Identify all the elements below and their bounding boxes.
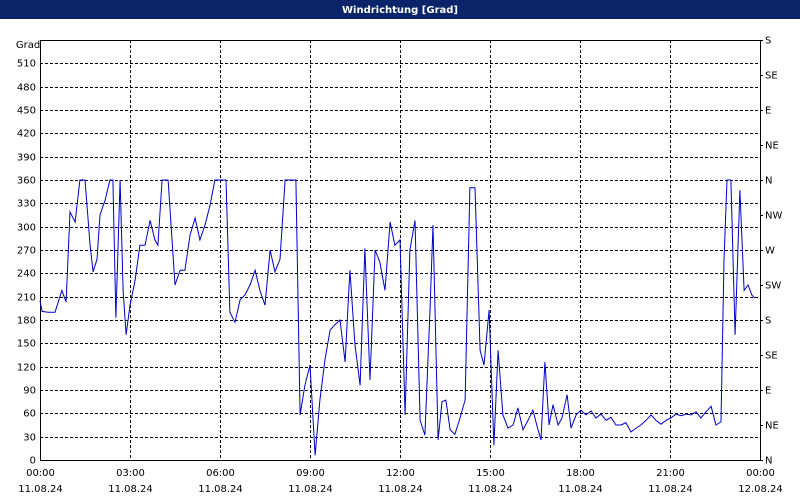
y2-tick-label: SE [765,351,778,362]
x-tick-label: 00:00 [746,468,775,479]
y-axis-title: Grad [16,40,40,51]
x-tick-label: 06:00 [206,468,235,479]
x-tick-date: 11.08.24 [198,484,243,495]
y-tick-label: 360 [17,176,36,187]
plot-border [40,40,761,461]
y-tick-label: 480 [17,83,36,94]
y-tick-label: 120 [17,363,36,374]
x-tick-date: 12.08.24 [738,484,783,495]
x-tick-date: 11.08.24 [288,484,333,495]
chart-title: Windrichtung [Grad] [342,5,458,16]
x-tick-date: 11.08.24 [378,484,423,495]
y2-tick-label: NW [765,211,782,222]
y2-tick-label: W [765,246,775,257]
y2-tick-label: SW [765,281,781,292]
y-tick-label: 180 [17,316,36,327]
y-tick-label: 90 [23,386,36,397]
y-tick-label: 270 [17,246,36,257]
y-tick-label: 300 [17,223,36,234]
x-tick-label: 03:00 [116,468,145,479]
y-tick-label: 330 [17,199,36,210]
x-tick-date: 11.08.24 [108,484,153,495]
y2-tick-label: S [765,36,771,47]
y-tick-label: 390 [17,153,36,164]
y2-tick-label: SE [765,71,778,82]
y-tick-label: 420 [17,129,36,140]
x-tick-date: 11.08.24 [648,484,693,495]
y2-tick-label: NE [765,141,779,152]
y-tick-label: 450 [17,106,36,117]
y-tick-label: 30 [23,433,36,444]
data-line [39,179,756,456]
x-tick-label: 21:00 [656,468,685,479]
y-tick-label: 240 [17,269,36,280]
x-tick-label: 00:00 [26,468,55,479]
y-tick-label: 0 [30,456,36,467]
y-tick-label: 510 [17,59,36,70]
y-tick-label: 150 [17,339,36,350]
title-bar [0,0,800,19]
y2-tick-label: N [765,456,772,467]
x-tick-label: 09:00 [296,468,325,479]
x-tick-label: 12:00 [386,468,415,479]
y2-tick-label: N [765,176,772,187]
y2-tick-label: NE [765,421,779,432]
x-tick-label: 15:00 [476,468,505,479]
y-tick-label: 210 [17,293,36,304]
y2-tick-label: S [765,316,771,327]
x-tick-label: 18:00 [566,468,595,479]
x-tick-date: 11.08.24 [468,484,513,495]
y-tick-label: 60 [23,409,36,420]
x-tick-date: 11.08.24 [18,484,63,495]
y2-tick-label: E [765,386,771,397]
y2-tick-label: E [765,106,771,117]
x-tick-date: 11.08.24 [558,484,603,495]
